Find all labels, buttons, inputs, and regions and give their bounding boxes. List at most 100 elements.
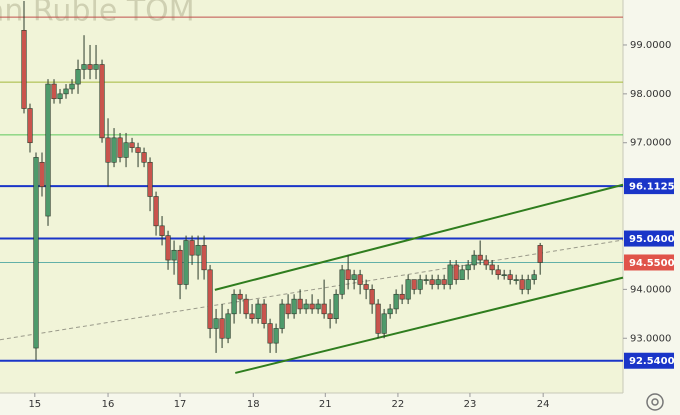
level-label-box bbox=[624, 352, 674, 369]
candle-body bbox=[57, 93, 63, 100]
candle-body bbox=[207, 269, 213, 329]
candle-body bbox=[99, 64, 105, 139]
candle-body bbox=[369, 289, 375, 305]
y-tick-label: 94.0000 bbox=[630, 284, 671, 295]
candle-body bbox=[495, 269, 501, 276]
candle-body bbox=[423, 279, 429, 281]
candle-body bbox=[399, 293, 405, 300]
candle-body bbox=[471, 254, 477, 266]
candle-body bbox=[225, 313, 231, 339]
candle-body bbox=[75, 69, 81, 85]
y-tick-label: 97.0000 bbox=[630, 138, 671, 149]
candle-body bbox=[363, 284, 369, 290]
candle-body bbox=[63, 88, 69, 95]
candle-body bbox=[27, 108, 33, 144]
candle-body bbox=[249, 313, 255, 320]
candle-body bbox=[69, 83, 75, 90]
candle-body bbox=[339, 269, 345, 295]
candle-body bbox=[501, 274, 507, 277]
candle-body bbox=[387, 308, 393, 315]
candle-body bbox=[33, 157, 39, 349]
level-label-box bbox=[624, 178, 674, 195]
x-tick-label: 21 bbox=[319, 399, 332, 410]
candle-body bbox=[39, 161, 45, 188]
candle-body bbox=[381, 313, 387, 334]
candle-body bbox=[489, 264, 495, 271]
y-tick-label: 93.0000 bbox=[630, 333, 671, 344]
candle-body bbox=[171, 249, 177, 261]
candle-body bbox=[477, 254, 483, 261]
y-tick-label: 98.0000 bbox=[630, 89, 671, 100]
candle-body bbox=[411, 279, 417, 290]
candle-body bbox=[147, 161, 153, 197]
x-tick-label: 23 bbox=[464, 399, 477, 410]
candle-body bbox=[177, 249, 183, 285]
candle-body bbox=[111, 137, 117, 163]
candle-body bbox=[141, 152, 147, 163]
candle-body bbox=[459, 269, 465, 280]
candle-body bbox=[507, 274, 513, 280]
settings-icon[interactable] bbox=[646, 393, 664, 411]
candle-body bbox=[93, 64, 99, 70]
level-label-box bbox=[624, 254, 674, 271]
watermark-title: an Ruble TOM bbox=[0, 0, 195, 29]
candle-body bbox=[195, 245, 201, 256]
candle-body bbox=[267, 323, 273, 344]
candle-body bbox=[21, 30, 27, 109]
x-tick-label: 22 bbox=[392, 399, 405, 410]
candle-body bbox=[537, 245, 543, 263]
level-label: 95.0400 bbox=[629, 234, 675, 245]
x-tick-label: 16 bbox=[102, 399, 115, 410]
candle-body bbox=[525, 279, 531, 290]
candle-body bbox=[453, 264, 459, 280]
candle-body bbox=[117, 137, 123, 158]
candle-body bbox=[105, 137, 111, 163]
candle-body bbox=[213, 318, 219, 329]
candle-body bbox=[417, 279, 423, 290]
candle-body bbox=[45, 83, 51, 217]
candle-body bbox=[351, 274, 357, 280]
trend-line bbox=[0, 239, 624, 341]
candle-body bbox=[255, 303, 261, 320]
trend-line bbox=[214, 183, 624, 291]
candle-body bbox=[129, 142, 135, 148]
candle-body bbox=[291, 298, 297, 315]
candle-body bbox=[51, 83, 57, 100]
candle-body bbox=[375, 303, 381, 334]
candle-body bbox=[321, 303, 327, 315]
candle-body bbox=[123, 142, 129, 158]
candle-body bbox=[189, 240, 195, 256]
candle-body bbox=[273, 328, 279, 344]
candle-body bbox=[447, 264, 453, 285]
candle-body bbox=[405, 279, 411, 300]
candle-body bbox=[243, 298, 249, 315]
level-label: 92.5400 bbox=[629, 356, 675, 367]
x-tick-label: 18 bbox=[247, 399, 260, 410]
candle-body bbox=[357, 274, 363, 285]
candle-body bbox=[303, 303, 309, 310]
y-tick-label: 99.0000 bbox=[630, 40, 671, 51]
axis-background bbox=[623, 0, 680, 415]
candle-body bbox=[165, 235, 171, 261]
candle-body bbox=[465, 264, 471, 271]
candle-body bbox=[261, 303, 267, 324]
candle-body bbox=[309, 303, 315, 310]
candle-body bbox=[201, 245, 207, 271]
level-label: 96.1125 bbox=[629, 182, 675, 193]
candle-body bbox=[135, 147, 141, 153]
candle-body bbox=[279, 303, 285, 329]
candle-body bbox=[159, 225, 165, 236]
candle-body bbox=[531, 274, 537, 280]
x-tick-label: 17 bbox=[174, 399, 187, 410]
x-tick-label: 24 bbox=[537, 399, 550, 410]
candle-body bbox=[435, 279, 441, 285]
plot-background bbox=[0, 0, 623, 393]
x-tick-label: 15 bbox=[28, 399, 41, 410]
candle-body bbox=[297, 298, 303, 310]
candle-body bbox=[327, 313, 333, 320]
candle-body bbox=[219, 318, 225, 339]
trend-line bbox=[235, 276, 624, 374]
candle-body bbox=[153, 196, 159, 227]
